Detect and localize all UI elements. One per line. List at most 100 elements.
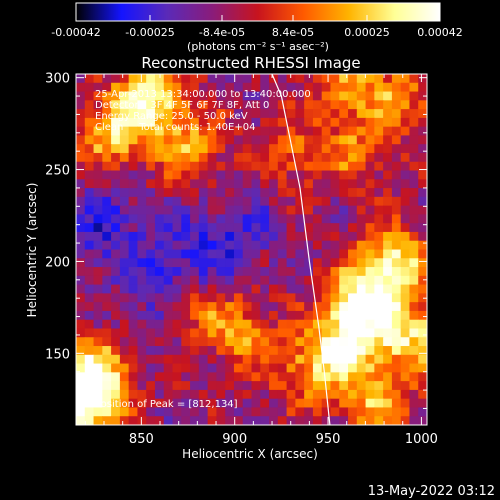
heatmap-cell — [330, 363, 340, 373]
heatmap-cell — [339, 223, 349, 233]
heatmap-cell — [365, 144, 375, 154]
heatmap-cell — [409, 302, 419, 312]
heatmap-cell — [137, 337, 147, 347]
heatmap-cell — [286, 240, 296, 251]
heatmap-cell — [295, 258, 305, 268]
heatmap-cell — [111, 240, 121, 251]
heatmap-cell — [356, 144, 367, 154]
heatmap-cell — [304, 328, 314, 338]
heatmap-cell — [374, 188, 384, 198]
heatmap-cell — [146, 144, 156, 154]
heatmap-cell — [383, 284, 393, 294]
heatmap-cell — [383, 249, 393, 259]
x-tick-label: 900 — [222, 432, 247, 447]
heatmap-cell — [190, 337, 200, 347]
heatmap-cell — [119, 249, 130, 259]
heatmap-cell — [146, 100, 156, 110]
heatmap-cell — [374, 223, 384, 233]
heatmap-cell — [172, 161, 182, 172]
heatmap-cell — [356, 389, 367, 400]
heatmap-cell — [93, 144, 103, 154]
heatmap-cell — [383, 372, 393, 382]
heatmap-cell — [207, 179, 218, 189]
heatmap-cell — [365, 196, 375, 207]
heatmap-cell — [154, 161, 165, 172]
heatmap-cell — [111, 258, 121, 268]
heatmap-cell — [154, 240, 165, 251]
heatmap-cell — [128, 389, 139, 400]
heatmap-cell — [374, 319, 384, 330]
heatmap-cell — [146, 161, 156, 172]
heatmap-cell — [172, 398, 182, 409]
heatmap-cell — [163, 170, 174, 180]
heatmap-cell — [102, 319, 112, 330]
heatmap-cell — [154, 179, 165, 189]
heatmap-cell — [286, 152, 296, 163]
heatmap-cell — [146, 152, 156, 163]
heatmap-cell — [400, 91, 411, 101]
heatmap-cell — [102, 152, 112, 163]
heatmap-cell — [339, 117, 349, 128]
heatmap-cell — [190, 205, 200, 216]
heatmap-cell — [269, 275, 279, 286]
heatmap-cell — [198, 240, 209, 251]
heatmap-cell — [260, 144, 270, 154]
heatmap-cell — [242, 275, 253, 286]
heatmap-cell — [137, 302, 147, 312]
heatmap-cell — [260, 214, 270, 224]
heatmap-cell — [102, 389, 112, 400]
heatmap-cell — [269, 354, 279, 365]
heatmap-cell — [339, 372, 349, 382]
heatmap-cell — [330, 381, 340, 391]
heatmap-cell — [409, 284, 419, 294]
heatmap-cell — [409, 346, 419, 356]
heatmap-cell — [233, 205, 244, 216]
heatmap-cell — [330, 319, 340, 330]
heatmap-cell — [365, 205, 375, 216]
heatmap-cell — [137, 205, 147, 216]
heatmap-cell — [111, 372, 121, 382]
heatmap-cell — [181, 284, 191, 294]
heatmap-cell — [383, 398, 393, 409]
heatmap-cell — [163, 82, 174, 93]
heatmap-cell — [330, 293, 340, 303]
heatmap-cell — [295, 152, 305, 163]
heatmap-cell — [356, 223, 367, 233]
heatmap-cell — [400, 310, 411, 321]
heatmap-cell — [374, 117, 384, 128]
heatmap-cell — [277, 214, 288, 224]
heatmap-cell — [321, 302, 332, 312]
heatmap-cell — [207, 267, 218, 277]
heatmap-cell — [84, 416, 95, 425]
heatmap-cell — [295, 337, 305, 347]
heatmap-cell — [418, 214, 427, 224]
heatmap-cell — [348, 389, 358, 400]
heatmap-cell — [295, 170, 305, 180]
heatmap-cell — [391, 302, 402, 312]
heatmap-cell — [128, 328, 139, 338]
heatmap-cell — [111, 284, 121, 294]
heatmap-cell — [111, 82, 121, 93]
heatmap-cell — [339, 179, 349, 189]
heatmap-cell — [128, 214, 139, 224]
heatmap-cell — [365, 346, 375, 356]
heatmap-cell — [163, 231, 174, 242]
heatmap-cell — [277, 319, 288, 330]
heatmap-cell — [269, 205, 279, 216]
heatmap-cell — [348, 354, 358, 365]
heatmap-cell — [216, 188, 226, 198]
heatmap-cell — [312, 389, 323, 400]
heatmap-cell — [146, 231, 156, 242]
heatmap-cell — [154, 267, 165, 277]
heatmap-cell — [400, 302, 411, 312]
heatmap-cell — [418, 258, 427, 268]
heatmap-cell — [374, 398, 384, 409]
heatmap-cell — [198, 416, 209, 425]
heatmap-cell — [128, 109, 139, 119]
heatmap-cell — [400, 179, 411, 189]
heatmap-cell — [119, 100, 130, 110]
heatmap-cell — [102, 196, 112, 207]
heatmap-cell — [84, 170, 95, 180]
heatmap-cell — [251, 179, 261, 189]
